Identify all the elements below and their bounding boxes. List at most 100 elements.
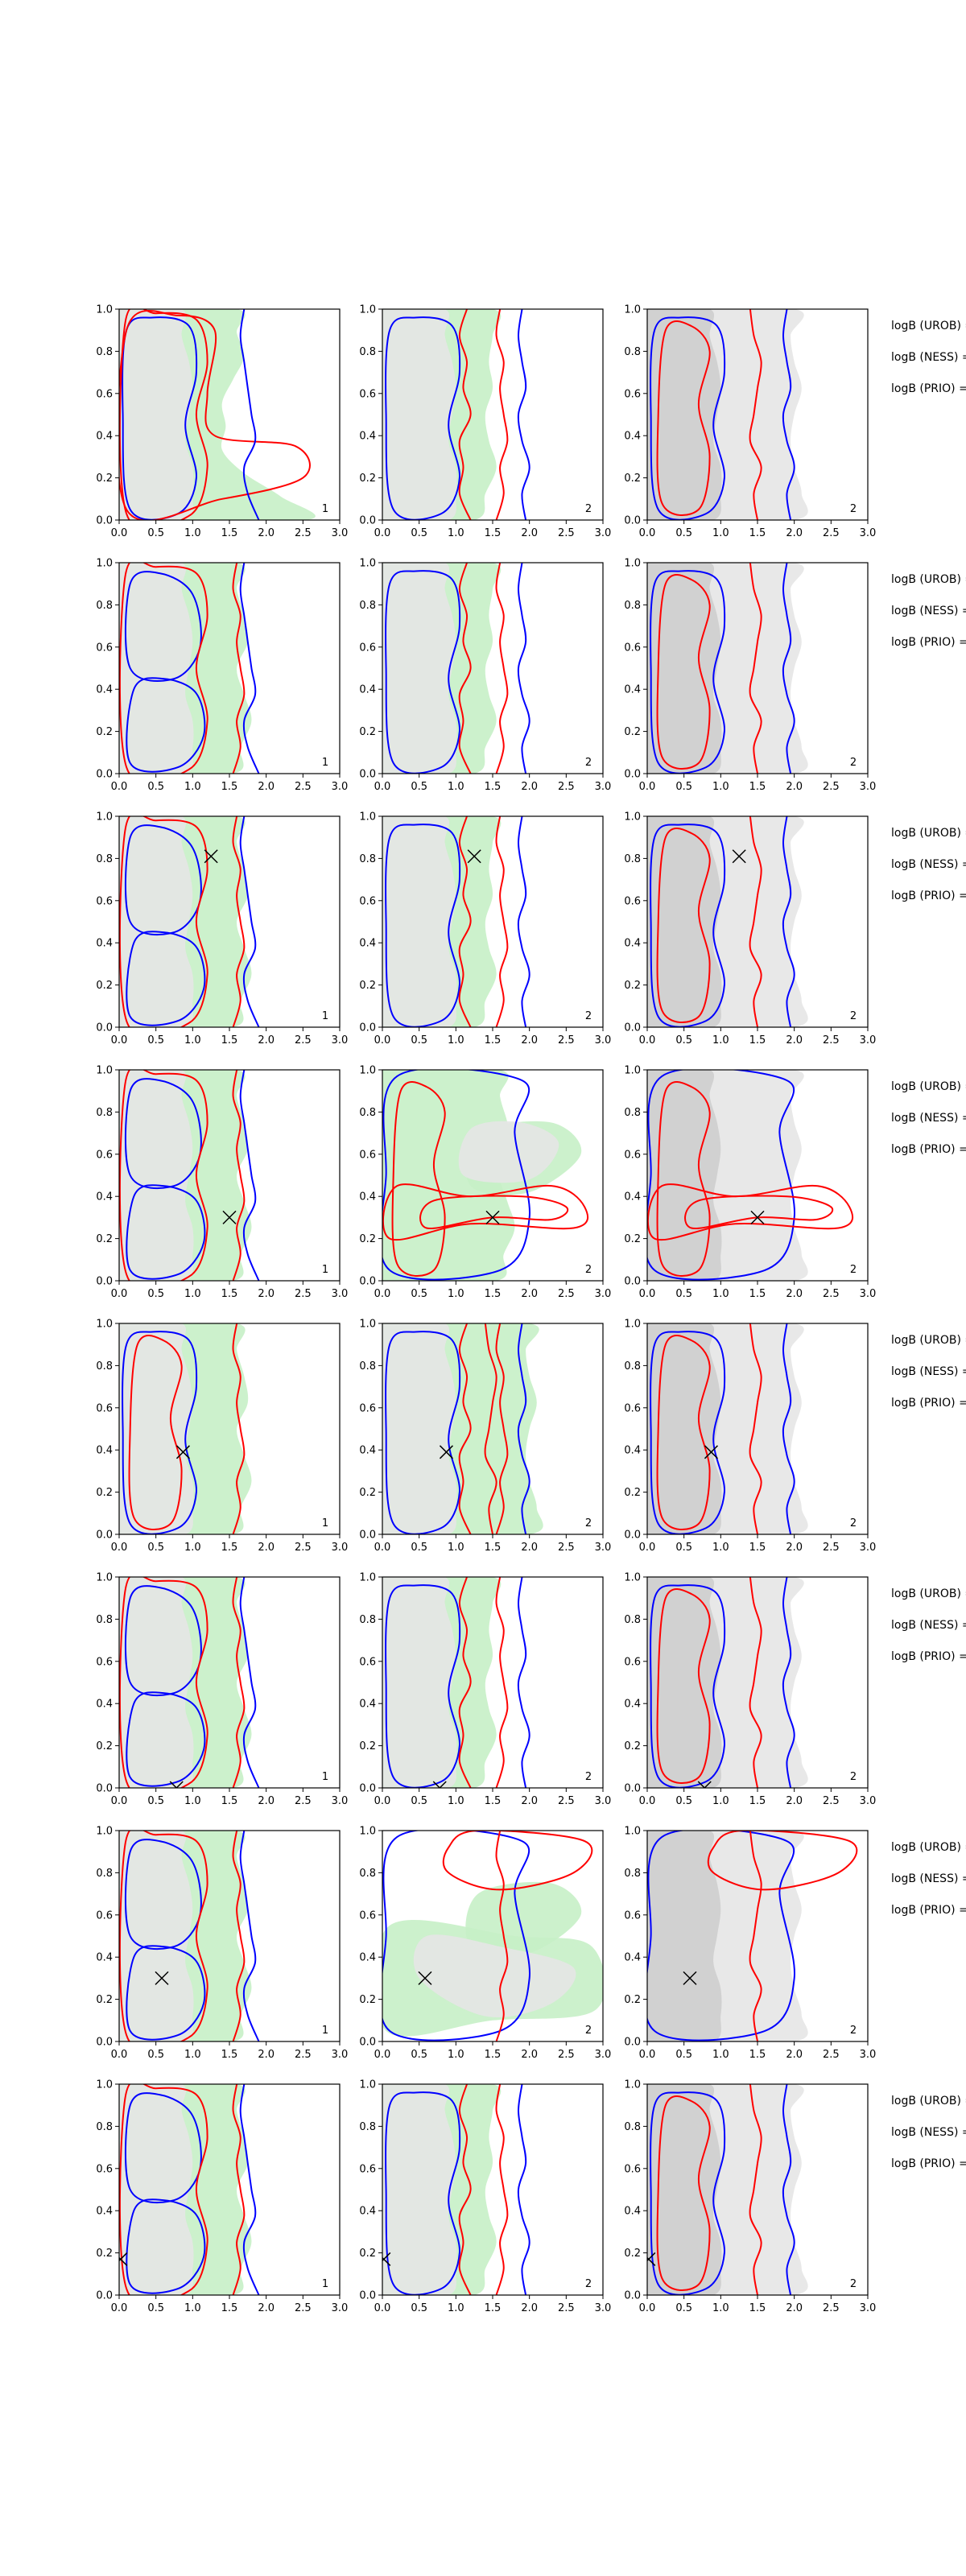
contour-area xyxy=(119,816,260,1027)
x-marker xyxy=(697,1781,712,1788)
x-tick-label: 0.5 xyxy=(147,781,164,793)
x-marker xyxy=(485,1210,500,1224)
x-tick-label: 3.0 xyxy=(595,2049,612,2061)
y-tick-label: 1.0 xyxy=(624,1065,641,1077)
y-tick-label: 0.6 xyxy=(624,642,641,654)
x-tick-label: 2.5 xyxy=(295,1542,312,1554)
panel-corner-label: 2 xyxy=(850,1010,857,1022)
side-label-2: logB (NESS) = xyxy=(891,1872,966,1885)
y-tick-label: 0.8 xyxy=(359,1614,376,1626)
y-tick-label: 0.8 xyxy=(96,1868,113,1880)
x-marker xyxy=(439,1445,453,1459)
x-tick-label: 3.0 xyxy=(332,2302,349,2314)
x-tick-label: 2.0 xyxy=(258,527,275,539)
contour-red-5 xyxy=(442,1831,593,1891)
y-tick-label: 0.2 xyxy=(359,1233,376,1245)
x-tick-label: 1.5 xyxy=(749,2302,766,2314)
y-tick-label: 0.4 xyxy=(624,1952,641,1964)
density-fill-green-2 xyxy=(465,1881,582,1956)
x-tick-label: 1.5 xyxy=(221,1795,238,1807)
x-tick-label: 2.0 xyxy=(258,2302,275,2314)
y-tick-label: 1.0 xyxy=(96,2079,113,2091)
x-tick-label: 3.0 xyxy=(332,1795,349,1807)
y-tick-label: 0.0 xyxy=(359,2290,376,2302)
y-tick-label: 0.8 xyxy=(624,853,641,865)
y-tick-label: 1.0 xyxy=(359,1319,376,1331)
y-tick-label: 0.8 xyxy=(624,1614,641,1626)
x-tick-label: 1.5 xyxy=(749,527,766,539)
y-tick-label: 0.4 xyxy=(624,938,641,950)
y-tick-label: 0.0 xyxy=(624,2037,641,2049)
side-label-1: logB (UROB) = xyxy=(891,1080,966,1093)
x-tick-label: 3.0 xyxy=(860,1542,877,1554)
contour-area xyxy=(382,1577,530,1788)
y-tick-label: 0.0 xyxy=(359,769,376,781)
x-tick-label: 2.0 xyxy=(786,1288,803,1300)
y-tick-label: 0.6 xyxy=(359,642,376,654)
x-tick-label: 2.0 xyxy=(258,1795,275,1807)
subplot-r5-c3: 0.0 0.5 1.0 1.5 2.0 2.5 3.0 0.0 0.2 0.4 0.6 0.8 1.0 2 xyxy=(624,1319,877,1554)
density-fill-grey-2 xyxy=(382,816,457,1027)
x-tick-label: 1.0 xyxy=(712,527,729,539)
panel-corner-label: 2 xyxy=(850,1771,857,1783)
y-tick-label: 1.0 xyxy=(359,558,376,570)
side-label-1: logB (UROB) = xyxy=(891,320,966,332)
y-tick-label: 0.0 xyxy=(96,1530,113,1542)
x-tick-label: 0.0 xyxy=(639,781,656,793)
y-tick-label: 0.2 xyxy=(624,980,641,992)
contour-red-5 xyxy=(495,563,509,774)
x-tick-label: 0.0 xyxy=(374,1795,391,1807)
contour-blue-4 xyxy=(126,1691,206,1787)
y-tick-label: 0.4 xyxy=(96,1445,113,1457)
x-tick-label: 1.5 xyxy=(485,527,502,539)
subplot-r5-c1: 0.0 0.5 1.0 1.5 2.0 2.5 3.0 0.0 0.2 0.4 0.6 0.8 1.0 1 xyxy=(96,1319,348,1554)
x-tick-label: 3.0 xyxy=(332,527,349,539)
x-tick-label: 1.0 xyxy=(448,527,464,539)
x-tick-label: 0.5 xyxy=(411,1034,427,1046)
x-tick-label: 3.0 xyxy=(860,1288,877,1300)
subplot-r7-c1: 0.0 0.5 1.0 1.5 2.0 2.5 3.0 0.0 0.2 0.4 0.6 0.8 1.0 1 xyxy=(96,1826,348,2062)
contour-blue-6 xyxy=(517,2084,530,2295)
contour-blue-3 xyxy=(124,1078,202,1190)
y-tick-label: 0.6 xyxy=(624,1402,641,1414)
panel-corner-label: 2 xyxy=(850,503,857,515)
contour-blue-3 xyxy=(122,316,198,520)
x-tick-label: 2.0 xyxy=(786,781,803,793)
x-tick-label: 1.0 xyxy=(184,781,201,793)
x-tick-label: 1.0 xyxy=(184,1795,201,1807)
contour-area xyxy=(119,309,316,520)
y-tick-label: 0.0 xyxy=(96,769,113,781)
y-tick-label: 0.8 xyxy=(359,1868,376,1880)
density-fill-grey-2 xyxy=(382,1577,457,1788)
contour-red-5 xyxy=(749,1323,762,1534)
contour-blue-3 xyxy=(650,570,726,774)
x-tick-label: 1.0 xyxy=(184,1542,201,1554)
y-tick-label: 0.2 xyxy=(624,1233,641,1245)
x-marker xyxy=(382,2252,391,2266)
x-tick-label: 2.5 xyxy=(823,781,840,793)
contour-red-5 xyxy=(495,816,509,1027)
x-tick-label: 2.0 xyxy=(521,1542,538,1554)
x-tick-label: 3.0 xyxy=(860,1795,877,1807)
x-tick-label: 2.5 xyxy=(558,1542,575,1554)
y-tick-label: 0.6 xyxy=(359,1656,376,1668)
y-tick-label: 0.4 xyxy=(359,684,376,696)
contour-red-4 xyxy=(119,309,208,520)
y-tick-label: 0.4 xyxy=(359,1445,376,1457)
side-label-3: logB (PRIO) = xyxy=(891,1904,966,1917)
y-tick-label: 0.4 xyxy=(624,1445,641,1457)
subplot-r1-c3: 0.0 0.5 1.0 1.5 2.0 2.5 3.0 0.0 0.2 0.4 0.6 0.8 1.0 2 xyxy=(624,304,876,540)
x-marker xyxy=(119,2252,128,2266)
density-fill-grey-3 xyxy=(458,1121,559,1183)
y-tick-label: 0.0 xyxy=(96,2037,113,2049)
y-tick-label: 1.0 xyxy=(96,304,113,316)
x-tick-label: 3.0 xyxy=(860,2049,877,2061)
y-tick-label: 0.6 xyxy=(96,1149,113,1161)
x-tick-label: 0.5 xyxy=(147,1795,164,1807)
x-tick-label: 0.0 xyxy=(639,2302,656,2314)
x-tick-label: 2.5 xyxy=(295,1034,312,1046)
y-tick-label: 1.0 xyxy=(624,1572,641,1584)
side-label-2: logB (NESS) = xyxy=(891,1112,966,1125)
x-tick-label: 2.0 xyxy=(258,1034,275,1046)
contour-red-6 xyxy=(495,1323,509,1534)
